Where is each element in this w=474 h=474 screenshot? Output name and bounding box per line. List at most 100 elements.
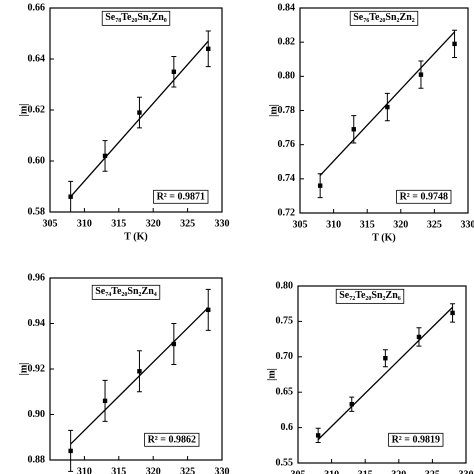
- y-tick-label: 0.75: [276, 316, 294, 327]
- x-tick-label: 320: [146, 218, 161, 229]
- y-tick-label: 0.80: [276, 280, 294, 291]
- panel: 305 310 315 320 325 330 0.72 0.74 0.76 0.78 0.80 0.…: [268, 2, 474, 243]
- y-tick-label: 0.90: [28, 409, 46, 420]
- y-tick-label: 0.88: [28, 454, 46, 465]
- y-tick-label: 0.60: [28, 155, 46, 166]
- y-axis-label: |m|: [18, 363, 29, 376]
- point: [171, 341, 177, 347]
- point: [315, 433, 321, 438]
- r-squared: R² = 0.9871: [157, 191, 205, 202]
- subscript: 78: [115, 18, 121, 24]
- y-tick-label: 0.82: [278, 36, 296, 47]
- fit-line: [317, 306, 454, 441]
- element: Se: [339, 290, 350, 301]
- y-tick-label: 0.80: [278, 71, 296, 82]
- point: [351, 127, 356, 132]
- x-tick-label: 330: [215, 218, 230, 229]
- x-tick-label: 330: [461, 219, 474, 230]
- composition-label: Se78Te20Sn2Zn0: [105, 12, 167, 24]
- x-tick-label: 330: [459, 469, 474, 474]
- composition-box: [101, 10, 171, 26]
- element: Te: [111, 286, 122, 297]
- x-tick-label: 320: [146, 466, 161, 474]
- composition-label: Se72Te20Sn2Zn6: [339, 290, 401, 302]
- subscript: 76: [363, 18, 369, 24]
- y-tick-label: 0.94: [28, 318, 46, 329]
- r-squared-box: [388, 432, 444, 447]
- composition-label: Se74Te20Sn2Zn4: [95, 286, 157, 298]
- y-tick-label: 0.92: [28, 363, 46, 374]
- element: Sn: [127, 286, 139, 297]
- point: [68, 448, 73, 454]
- element: Se: [353, 12, 364, 23]
- y-tick-label: 0.96: [28, 272, 46, 283]
- subscript: 20: [365, 296, 371, 302]
- point: [317, 183, 323, 188]
- y-tick-label: 0.72: [278, 207, 296, 218]
- subscript: 2: [412, 18, 415, 24]
- plot-frame: [49, 7, 223, 213]
- subscript: 74: [105, 292, 111, 298]
- point: [102, 398, 108, 404]
- subscript: 2: [397, 18, 400, 24]
- point: [450, 310, 455, 316]
- x-tick-label: 325: [180, 218, 195, 229]
- element: Sn: [137, 12, 149, 23]
- subscript: 2: [139, 292, 142, 298]
- subscript: 0: [164, 18, 167, 24]
- x-tick-label: 320: [391, 469, 406, 474]
- x-tick-label: 315: [358, 469, 373, 474]
- subscript: 20: [121, 292, 127, 298]
- point: [349, 402, 354, 407]
- point: [452, 41, 457, 47]
- point: [206, 307, 211, 313]
- x-tick-label: 310: [326, 219, 341, 230]
- composition-box: [91, 284, 161, 300]
- subscript: 20: [131, 18, 137, 24]
- plot-frame: [297, 285, 467, 464]
- element: Zn: [142, 286, 155, 297]
- y-tick-label: 0.76: [278, 139, 296, 150]
- y-axis-label: |m|: [18, 104, 29, 117]
- panel: 305 310 315 320 325 330 0.55 0.65 0.6 0.70 0.75 0.8…: [266, 280, 473, 474]
- r-squared: R² = 0.9748: [400, 191, 448, 202]
- x-tick-label: 315: [111, 466, 126, 474]
- point: [102, 153, 108, 159]
- r-squared-box: [144, 432, 200, 447]
- x-tick-label: 305: [293, 219, 308, 230]
- x-tick-label: 310: [77, 466, 92, 474]
- element: Sn: [385, 12, 397, 23]
- r-squared: R² = 0.9819: [392, 434, 440, 445]
- x-axis-label: T (K): [124, 231, 147, 242]
- element: Se: [95, 286, 106, 297]
- x-tick-label: 315: [111, 218, 126, 229]
- element: Zn: [386, 290, 399, 301]
- point: [137, 110, 142, 115]
- element: Zn: [152, 12, 165, 23]
- x-tick-label: 310: [324, 469, 339, 474]
- element: Zn: [400, 12, 413, 23]
- composition-label: Se76Te20Sn2Zn2: [353, 12, 415, 24]
- subscript: 2: [149, 18, 152, 24]
- plot-frame: [49, 277, 223, 461]
- y-tick-label: 0.6: [281, 422, 294, 433]
- element: Te: [355, 290, 366, 301]
- composition-box: [349, 10, 419, 26]
- x-tick-label: 325: [180, 466, 195, 474]
- x-tick-label: 305: [43, 218, 58, 229]
- y-tick-label: 0.74: [278, 173, 296, 184]
- panel: 305 310 315 320 325 330 0.58 0.60 0.62 0.64 0.66 T …: [18, 2, 229, 242]
- y-tick-label: 0.84: [278, 2, 296, 13]
- subscript: 4: [154, 292, 157, 298]
- x-axis-label: T (K): [372, 232, 395, 243]
- y-tick-label: 0.62: [28, 104, 46, 115]
- x-tick-label: 325: [427, 219, 442, 230]
- element: Te: [369, 12, 380, 23]
- subscript: 2: [383, 296, 386, 302]
- y-axis-label: |m|: [268, 104, 279, 117]
- point: [418, 72, 424, 77]
- point: [171, 69, 177, 74]
- point: [68, 194, 73, 199]
